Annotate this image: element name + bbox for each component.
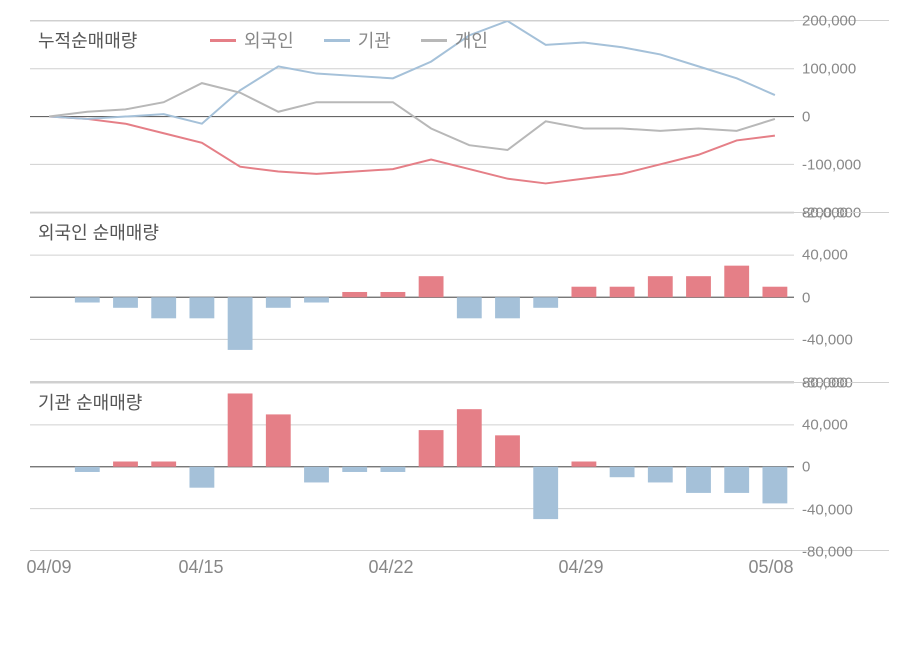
y-tick-label: 40,000 [802,247,848,264]
y-tick-label: 0 [802,109,810,126]
legend-label: 개인 [455,27,488,53]
legend-swatch [210,39,236,42]
legend: 외국인 기관 개인 [210,27,488,53]
bar [228,393,253,466]
bar [648,276,673,297]
y-axis: 80,00040,0000-40,000-80,000 [794,213,889,382]
y-tick-label: 80,000 [802,205,848,222]
bar [686,276,711,297]
bar [342,466,367,471]
plot-svg [30,383,794,551]
panels-wrapper: 누적순매매량외국인기관개인200,000100,0000-100,000-200… [30,20,889,551]
y-tick-label: 40,000 [802,416,848,433]
chart-container: 누적순매매량외국인기관개인200,000100,0000-100,000-200… [30,20,889,651]
bar [380,466,405,471]
x-tick-label: 04/09 [26,557,71,578]
plot-area: 기관 순매매량 [30,383,794,551]
panel-foreign_daily: 외국인 순매매량80,00040,0000-40,000-80,000 [30,212,889,382]
bar [571,461,596,466]
bar [151,297,176,318]
legend-swatch [421,39,447,42]
bar [495,297,520,318]
y-tick-label: 0 [802,289,810,306]
bar [533,297,558,308]
legend-label: 외국인 [244,27,294,53]
x-tick-label: 04/15 [178,557,223,578]
bar [189,297,214,318]
panel-title: 누적순매매량 [38,27,137,53]
y-axis: 80,00040,0000-40,000-80,000 [794,383,889,551]
bar [724,266,749,298]
bar [762,466,787,503]
x-axis: 04/0904/1504/2204/2905/08 [30,551,889,586]
bar [686,466,711,492]
bar [762,287,787,298]
bar [189,466,214,487]
bar [724,466,749,492]
bar [610,466,635,476]
y-tick-label: 200,000 [802,13,856,30]
legend-item: 개인 [421,27,488,53]
legend-label: 기관 [358,27,391,53]
x-tick-label: 05/08 [748,557,793,578]
y-axis: 200,000100,0000-100,000-200,000 [794,21,889,212]
panel-institution_daily: 기관 순매매량80,00040,0000-40,000-80,000 [30,382,889,552]
bar [533,466,558,518]
bar [113,461,138,466]
bar [419,430,444,467]
bar [75,466,100,471]
x-tick-label: 04/29 [558,557,603,578]
bar [304,466,329,482]
y-tick-label: 100,000 [802,61,856,78]
bar [266,414,291,466]
legend-item: 기관 [324,27,391,53]
y-tick-label: -100,000 [802,157,861,174]
legend-swatch [324,39,350,42]
panel-title: 외국인 순매매량 [38,219,159,245]
y-tick-label: 0 [802,459,810,476]
line-foreign [49,117,775,184]
y-tick-label: -40,000 [802,332,853,349]
bar [266,297,291,308]
bar [113,297,138,308]
bar [419,276,444,297]
y-tick-label: 80,000 [802,374,848,391]
panel-cumulative: 누적순매매량외국인기관개인200,000100,0000-100,000-200… [30,20,889,212]
plot-area: 외국인 순매매량 [30,213,794,382]
bar [151,461,176,466]
bar [380,292,405,297]
plot-area: 누적순매매량 외국인 기관 개인 [30,21,794,212]
panel-title: 기관 순매매량 [38,389,142,415]
bar [571,287,596,298]
bar [228,297,253,350]
bar [342,292,367,297]
bar [648,466,673,482]
legend-item: 외국인 [210,27,294,53]
bar [495,435,520,466]
bar [457,409,482,467]
bar [304,297,329,302]
bar [457,297,482,318]
bar [610,287,635,298]
bar [75,297,100,302]
y-tick-label: -40,000 [802,501,853,518]
x-tick-label: 04/22 [368,557,413,578]
